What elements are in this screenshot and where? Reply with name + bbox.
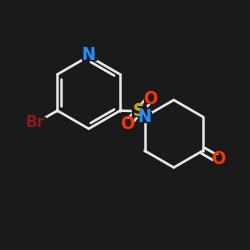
- Bar: [82, 50, 96, 60]
- Text: N: N: [138, 108, 151, 126]
- Text: Br: Br: [26, 115, 45, 130]
- Text: O: O: [211, 150, 225, 169]
- Bar: [212, 155, 224, 164]
- Text: S: S: [133, 102, 145, 120]
- Bar: [138, 112, 151, 122]
- Text: N: N: [82, 46, 96, 64]
- Bar: [26, 118, 45, 128]
- Text: O: O: [120, 115, 134, 133]
- Bar: [122, 120, 133, 128]
- Bar: [144, 94, 156, 103]
- Bar: [132, 106, 146, 116]
- Text: O: O: [143, 90, 157, 108]
